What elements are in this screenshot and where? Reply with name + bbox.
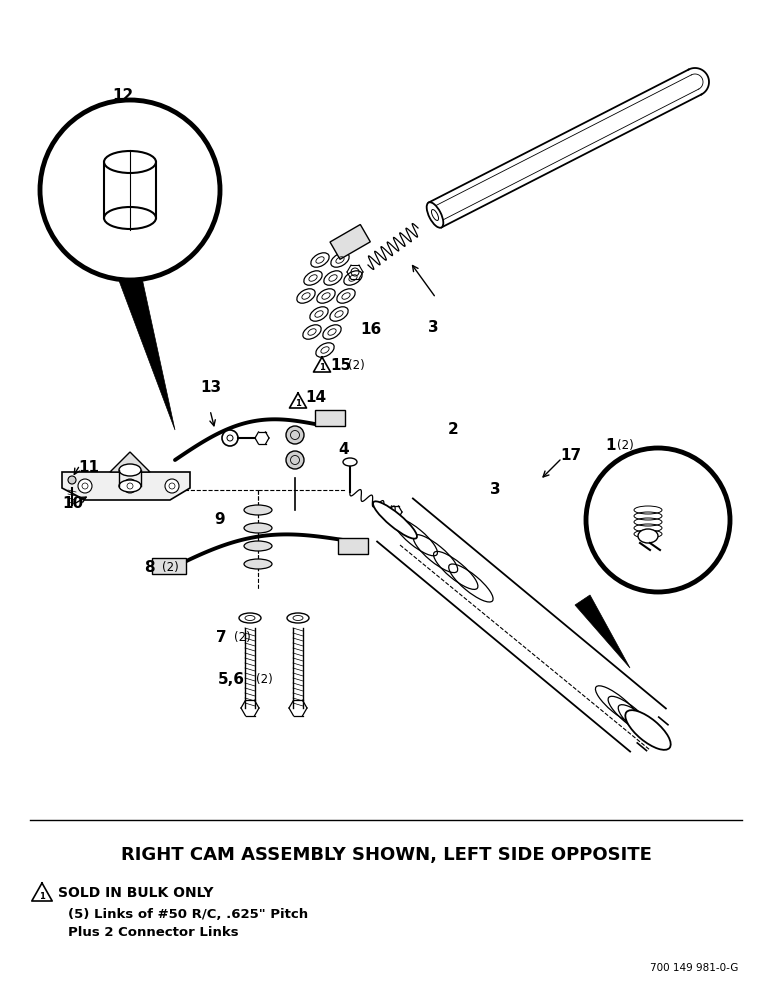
Ellipse shape	[119, 464, 141, 476]
Text: 1: 1	[605, 438, 615, 452]
Circle shape	[78, 479, 92, 493]
Text: 2: 2	[448, 422, 459, 438]
Text: 17: 17	[560, 448, 581, 462]
Ellipse shape	[427, 202, 443, 228]
Ellipse shape	[304, 271, 322, 285]
Text: 14: 14	[305, 390, 326, 406]
Ellipse shape	[373, 501, 417, 539]
Circle shape	[123, 479, 137, 493]
Text: 700 149 981-0-G: 700 149 981-0-G	[649, 963, 738, 973]
Text: (2): (2)	[617, 438, 634, 452]
Ellipse shape	[323, 271, 342, 285]
Text: (5) Links of #50 R/C, .625" Pitch: (5) Links of #50 R/C, .625" Pitch	[68, 908, 308, 922]
Circle shape	[222, 430, 238, 446]
Circle shape	[40, 100, 220, 280]
Circle shape	[586, 448, 730, 592]
Text: (2): (2)	[256, 674, 273, 686]
Text: (2): (2)	[234, 632, 251, 645]
Ellipse shape	[343, 458, 357, 466]
Ellipse shape	[286, 451, 304, 469]
Ellipse shape	[244, 559, 272, 569]
Ellipse shape	[287, 613, 309, 623]
Text: 9: 9	[214, 512, 225, 528]
Ellipse shape	[638, 529, 658, 543]
Ellipse shape	[239, 613, 261, 623]
Ellipse shape	[316, 343, 334, 357]
Bar	[330, 225, 371, 259]
Text: RIGHT CAM ASSEMBLY SHOWN, LEFT SIDE OPPOSITE: RIGHT CAM ASSEMBLY SHOWN, LEFT SIDE OPPO…	[120, 846, 652, 864]
Ellipse shape	[119, 480, 141, 492]
Ellipse shape	[244, 505, 272, 515]
Ellipse shape	[331, 253, 349, 267]
Polygon shape	[62, 472, 190, 500]
Text: 4: 4	[338, 442, 349, 458]
Text: 12: 12	[112, 89, 134, 104]
Polygon shape	[575, 595, 630, 668]
Text: (2): (2)	[162, 562, 179, 574]
Ellipse shape	[297, 289, 315, 303]
Text: SOLD IN BULK ONLY: SOLD IN BULK ONLY	[58, 886, 214, 900]
Text: (2): (2)	[348, 359, 364, 371]
Text: 1: 1	[39, 892, 45, 901]
Text: 15: 15	[330, 358, 351, 372]
Text: 5,6: 5,6	[218, 672, 245, 688]
Polygon shape	[110, 452, 150, 472]
Ellipse shape	[104, 151, 156, 173]
Polygon shape	[152, 558, 186, 574]
Text: 3: 3	[490, 483, 500, 497]
Text: 8: 8	[144, 560, 154, 576]
Text: 11: 11	[78, 460, 99, 476]
Ellipse shape	[311, 253, 329, 267]
Polygon shape	[315, 410, 345, 426]
Ellipse shape	[244, 541, 272, 551]
Polygon shape	[118, 278, 175, 430]
Ellipse shape	[330, 307, 348, 321]
Text: 7: 7	[216, 631, 227, 646]
Text: Plus 2 Connector Links: Plus 2 Connector Links	[68, 926, 239, 940]
Text: 1: 1	[319, 363, 325, 372]
Text: 3: 3	[428, 320, 438, 336]
Ellipse shape	[323, 325, 341, 339]
Text: 13: 13	[200, 380, 221, 395]
Ellipse shape	[303, 325, 321, 339]
Ellipse shape	[104, 207, 156, 229]
Circle shape	[165, 479, 179, 493]
Ellipse shape	[310, 307, 328, 321]
Text: 1: 1	[295, 399, 301, 408]
Ellipse shape	[344, 271, 362, 285]
Ellipse shape	[244, 523, 272, 533]
Ellipse shape	[68, 476, 76, 484]
Ellipse shape	[317, 289, 335, 303]
Ellipse shape	[337, 289, 355, 303]
Ellipse shape	[625, 710, 671, 750]
Polygon shape	[338, 538, 368, 554]
Ellipse shape	[286, 426, 304, 444]
Text: 16: 16	[360, 322, 381, 338]
Text: 10: 10	[62, 495, 83, 510]
